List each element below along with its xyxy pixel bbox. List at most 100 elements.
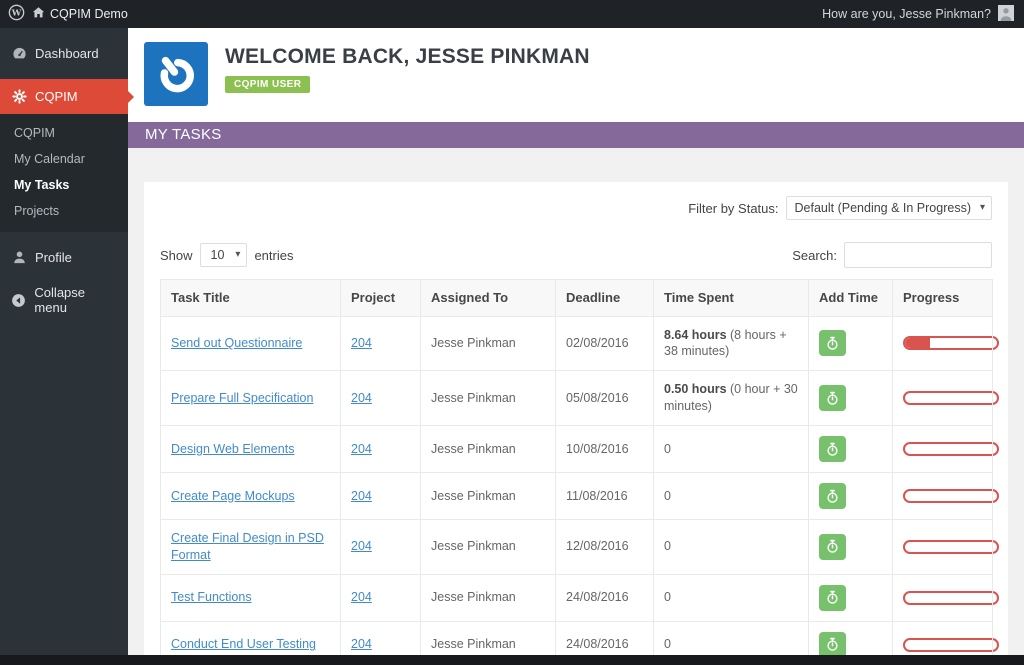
current-menu-arrow (128, 90, 134, 103)
project-link[interactable]: 204 (351, 441, 372, 456)
assigned-to-name: Jesse Pinkman (431, 590, 516, 605)
submenu-item-cqpim[interactable]: CQPIM (14, 126, 55, 140)
collapse-arrow-icon (11, 293, 26, 308)
col-header-time-spent[interactable]: Time Spent (653, 279, 809, 317)
user-greeting[interactable]: How are you, Jesse Pinkman? (822, 7, 991, 21)
section-banner: MY TASKS (128, 122, 1024, 148)
add-time-button[interactable] (819, 533, 846, 560)
task-title-link[interactable]: Test Functions (171, 590, 252, 605)
sidebar-item-label: Dashboard (35, 46, 99, 61)
task-title-link[interactable]: Prepare Full Specification (171, 390, 314, 405)
col-header-progress[interactable]: Progress (892, 279, 993, 317)
tasks-table: Task Title Project Assigned To Deadline … (160, 279, 999, 665)
cqpim-submenu: CQPIM My Calendar My Tasks Projects (0, 114, 128, 232)
col-header-task-title[interactable]: Task Title (160, 279, 341, 317)
assigned-to-name: Jesse Pinkman (431, 637, 516, 652)
svg-text:W: W (11, 9, 22, 19)
deadline-date: 02/08/2016 (555, 315, 654, 372)
deadline-date: 24/08/2016 (555, 573, 654, 622)
table-row: Send out Questionnaire 204 Jesse Pinkman… (160, 315, 999, 372)
progress-bar (903, 442, 999, 457)
progress-bar (903, 637, 999, 652)
site-name: CQPIM Demo (50, 7, 128, 21)
submenu-item-projects[interactable]: Projects (14, 204, 60, 218)
time-spent-detail: 0 (664, 590, 671, 605)
add-time-button[interactable] (819, 483, 846, 510)
task-title-link[interactable]: Conduct End User Testing (171, 637, 316, 652)
project-link[interactable]: 204 (351, 539, 372, 554)
project-link[interactable]: 204 (351, 335, 372, 350)
table-row: Create Page Mockups 204 Jesse Pinkman 11… (160, 472, 999, 521)
project-link[interactable]: 204 (351, 390, 372, 405)
time-spent-hours: 8.64 hours (664, 327, 727, 342)
window-bottom-edge (0, 655, 1024, 665)
task-title-link[interactable]: Send out Questionnaire (171, 335, 303, 350)
time-spent-detail: 0 (664, 637, 671, 652)
tasks-table-body: Send out Questionnaire 204 Jesse Pinkman… (160, 315, 999, 665)
col-header-deadline[interactable]: Deadline (555, 279, 654, 317)
add-time-button[interactable] (819, 631, 846, 658)
role-badge: CQPIM USER (225, 76, 311, 93)
workspace: Filter by Status: Default (Pending & In … (128, 148, 1024, 665)
submenu-item-my-tasks[interactable]: My Tasks (14, 178, 70, 192)
add-time-button[interactable] (819, 584, 846, 611)
assigned-to-name: Jesse Pinkman (431, 488, 516, 503)
sidebar-item-label: CQPIM (35, 89, 78, 104)
search-label: Search: (792, 247, 837, 263)
submenu-item-my-calendar[interactable]: My Calendar (14, 152, 85, 166)
cqpim-power-logo (144, 42, 208, 111)
page-title: WELCOME BACK, JESSE PINKMAN (225, 45, 590, 68)
page-length-value: 10 (210, 248, 225, 262)
admin-bar-site-link[interactable]: CQPIM Demo (32, 6, 128, 22)
assigned-to-name: Jesse Pinkman (431, 441, 516, 456)
sidebar-item-cqpim[interactable]: CQPIM (0, 79, 134, 114)
sidebar-item-dashboard[interactable]: Dashboard (0, 36, 128, 71)
task-title-link[interactable]: Design Web Elements (171, 441, 295, 456)
time-spent-hours: 0.50 hours (664, 382, 727, 397)
col-header-add-time[interactable]: Add Time (808, 279, 893, 317)
page-length-select[interactable]: 10 (199, 243, 248, 267)
table-row: Create Final Design in PSD Format 204 Je… (160, 519, 999, 575)
table-row: Prepare Full Specification 204 Jesse Pin… (160, 370, 999, 427)
progress-bar (903, 489, 999, 504)
deadline-date: 11/08/2016 (555, 472, 654, 521)
filter-status-label: Filter by Status: (688, 200, 779, 216)
progress-bar (903, 391, 999, 406)
assigned-to-name: Jesse Pinkman (431, 539, 516, 554)
progress-bar (903, 539, 999, 554)
project-link[interactable]: 204 (351, 637, 372, 652)
table-header-row: Task Title Project Assigned To Deadline … (160, 279, 993, 317)
project-link[interactable]: 204 (351, 590, 372, 605)
entries-label: entries (254, 247, 294, 263)
search-input[interactable] (844, 242, 992, 268)
show-label: Show (160, 247, 193, 263)
avatar[interactable] (998, 4, 1014, 24)
add-time-button[interactable] (819, 330, 846, 357)
deadline-date: 05/08/2016 (555, 370, 654, 427)
time-spent-detail: (0 hour + 30 minutes) (664, 382, 798, 414)
add-time-button[interactable] (819, 385, 846, 412)
dashboard-gauge-icon (11, 46, 27, 61)
table-row: Test Functions 204 Jesse Pinkman 24/08/2… (160, 573, 999, 622)
col-header-assigned-to[interactable]: Assigned To (420, 279, 556, 317)
wordpress-logo-icon[interactable]: W (8, 4, 25, 24)
col-header-project[interactable]: Project (340, 279, 421, 317)
task-title-link[interactable]: Create Final Design in PSD Format (171, 531, 324, 562)
sidebar-item-collapse-menu[interactable]: Collapse menu (0, 275, 128, 325)
table-row: Design Web Elements 204 Jesse Pinkman 10… (160, 425, 999, 474)
admin-sidebar: Dashboard CQPIM CQPIM My Calendar My Tas… (0, 28, 134, 655)
main-content: WELCOME BACK, JESSE PINKMAN CQPIM USER M… (128, 28, 1024, 665)
filter-status-value: Default (Pending & In Progress) (794, 201, 971, 215)
task-title-link[interactable]: Create Page Mockups (171, 488, 295, 503)
sidebar-item-profile[interactable]: Profile (0, 240, 128, 275)
time-spent-detail: 0 (664, 441, 671, 456)
progress-bar (903, 336, 999, 351)
deadline-date: 12/08/2016 (555, 519, 654, 575)
add-time-button[interactable] (819, 436, 846, 463)
welcome-header: WELCOME BACK, JESSE PINKMAN CQPIM USER (128, 28, 1024, 122)
project-link[interactable]: 204 (351, 488, 372, 503)
filter-status-select[interactable]: Default (Pending & In Progress) (785, 196, 992, 220)
gear-icon (11, 89, 27, 104)
deadline-date: 10/08/2016 (555, 425, 654, 474)
